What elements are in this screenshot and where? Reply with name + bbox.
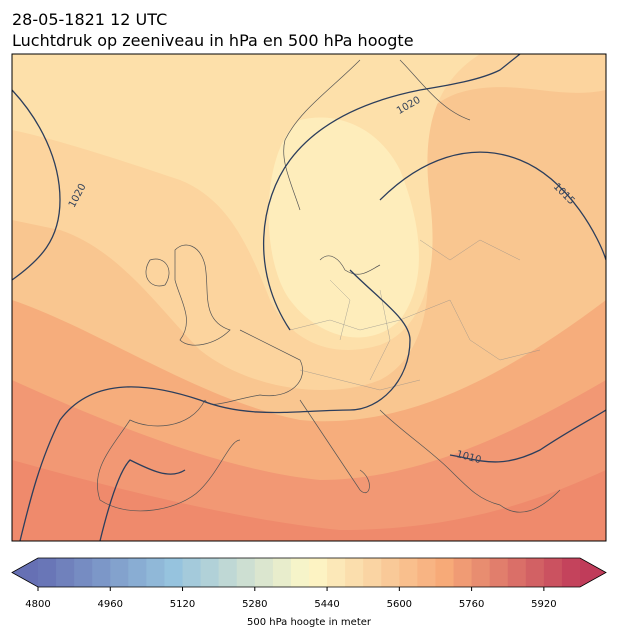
- colorbar-tick-label: 5920: [531, 599, 556, 610]
- map-band: [12, 460, 606, 541]
- isobar: [379, 151, 606, 261]
- colorbar-segment: [363, 558, 382, 587]
- title-date: 28-05-1821 12 UTC: [12, 10, 167, 29]
- colorbar-segment: [200, 558, 220, 587]
- colorbar-tick-label: 5440: [314, 599, 339, 610]
- colorbar-segment: [74, 558, 93, 587]
- colorbar-segment: [435, 558, 455, 587]
- colorbar-tick-label: 5120: [170, 599, 195, 610]
- colorbar-segment: [543, 558, 563, 587]
- colorbar: 4800 4960 5120 5280 5440 5600 5760 5920: [11, 557, 607, 610]
- colorbar-segment: [453, 558, 473, 587]
- colorbar-segment: [525, 558, 545, 587]
- colorbar-segment: [417, 558, 436, 587]
- colorbar-segment: [110, 558, 129, 587]
- colorbar-segment: [56, 558, 75, 587]
- colorbar-segment: [38, 558, 57, 587]
- colorbar-segment: [309, 558, 328, 587]
- colorbar-tick-label: 5600: [387, 599, 412, 610]
- colorbar-segment: [507, 558, 527, 587]
- colorbar-segment: [146, 558, 165, 587]
- map-band: [268, 117, 419, 338]
- colorbar-extend-low: [12, 558, 38, 587]
- colorbar-tick-label: 4960: [98, 599, 123, 610]
- colorbar-segment: [254, 558, 274, 587]
- colorbar-extend-high: [580, 558, 606, 587]
- coastline: [97, 59, 561, 513]
- colorbar-label: 500 hPa hoogte in meter: [247, 617, 372, 628]
- map: 1020 1020 1015 1010: [11, 53, 607, 542]
- colorbar-segment: [327, 558, 346, 587]
- colorbar-tick-label: 4800: [25, 599, 50, 610]
- colorbar-segment: [92, 558, 111, 587]
- isobar: [99, 409, 606, 541]
- colorbar-frame: [11, 557, 607, 588]
- colorbar-segment: [561, 558, 581, 587]
- colorbar-segment: [236, 558, 256, 587]
- borders: [289, 239, 541, 391]
- colorbar-segment: [471, 558, 491, 587]
- colorbar-segment: [290, 558, 310, 587]
- colorbar-segment: [182, 558, 202, 587]
- colorbar-segment: [381, 558, 400, 587]
- title-subtitle: Luchtdruk op zeeniveau in hPa en 500 hPa…: [12, 31, 414, 50]
- colorbar-tick-label: 5760: [459, 599, 484, 610]
- colorbar-segment: [164, 558, 184, 587]
- colorbar-segment: [399, 558, 418, 587]
- isobar: [19, 269, 411, 541]
- isobar: [263, 54, 521, 331]
- colorbar-segment: [489, 558, 509, 587]
- colorbar-segment: [128, 558, 147, 587]
- map-frame: [11, 53, 607, 542]
- colorbar-segment: [218, 558, 238, 587]
- isobar: [12, 89, 61, 281]
- colorbar-segment: [345, 558, 364, 587]
- colorbar-tick-label: 5280: [242, 599, 267, 610]
- colorbar-segment: [272, 558, 292, 587]
